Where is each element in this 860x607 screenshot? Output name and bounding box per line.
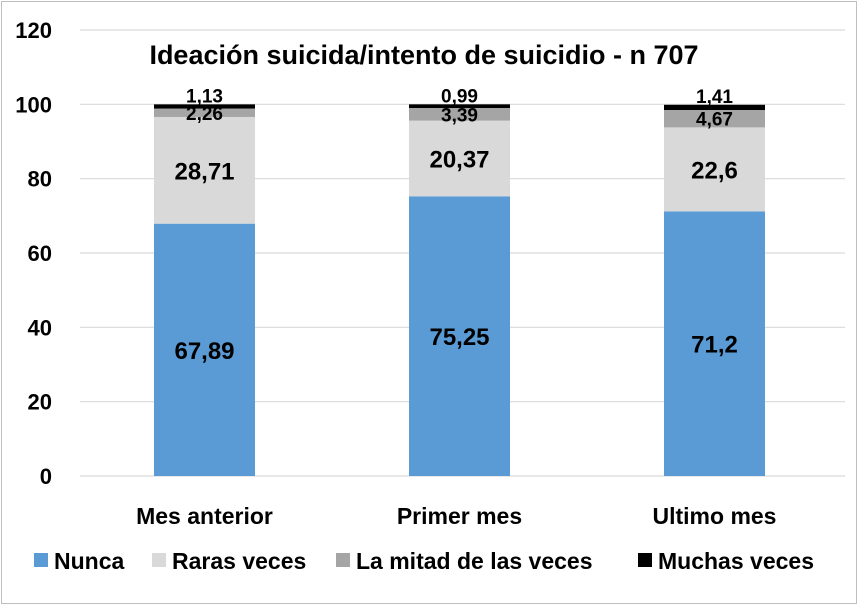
data-label: 71,2 <box>691 332 738 359</box>
data-label: 1,13 <box>186 86 223 107</box>
y-tick-label: 60 <box>28 241 52 266</box>
x-axis-categories: Mes anterior Primer mes Ultimo mes <box>136 503 776 529</box>
legend-label: Nunca <box>54 548 125 574</box>
data-label: 28,71 <box>174 158 234 185</box>
legend-label: Raras veces <box>172 548 306 574</box>
data-label: 4,67 <box>696 110 733 131</box>
legend-swatch <box>34 553 48 567</box>
x-category-label: Ultimo mes <box>653 503 777 529</box>
y-tick-label: 0 <box>40 464 52 489</box>
legend: Nunca Raras veces La mitad de las veces Muc… <box>34 548 814 574</box>
data-label: 3,39 <box>441 105 478 126</box>
x-category-label: Mes anterior <box>136 503 273 529</box>
bar-segment <box>664 211 765 476</box>
y-tick-label: 120 <box>15 18 52 43</box>
data-label: 75,25 <box>429 324 489 351</box>
bar-segment <box>409 108 510 121</box>
y-tick-label: 100 <box>15 92 52 117</box>
data-label: 1,41 <box>696 87 733 108</box>
data-label: 2,26 <box>186 104 223 125</box>
legend-swatch <box>336 553 350 567</box>
bar-segment <box>664 104 765 111</box>
bar-segment <box>409 120 510 197</box>
bar-segment <box>154 108 255 117</box>
bar-segment <box>409 104 510 109</box>
bars <box>154 104 765 476</box>
data-label: 0,99 <box>441 86 478 107</box>
legend-swatch <box>638 553 652 567</box>
bar-segment <box>154 116 255 224</box>
bar-segment <box>664 127 765 212</box>
data-labels: 67,89 28,71 2,261,13 75,25 20,37 3,390,99 71,2… <box>174 86 737 365</box>
bar-segment <box>409 196 510 476</box>
y-tick-label: 40 <box>28 315 52 340</box>
data-label: 67,89 <box>174 338 234 365</box>
chart-title: Ideación suicida/intento de suicidio - n… <box>149 40 698 70</box>
y-axis-ticks: 0 20 40 60 80 100 120 <box>15 18 52 489</box>
data-label: 22,6 <box>691 157 738 184</box>
y-tick-label: 20 <box>28 390 52 415</box>
legend-swatch <box>152 553 166 567</box>
bar-segment <box>154 104 255 109</box>
bar-segment <box>664 110 765 128</box>
bar-segment <box>154 223 255 476</box>
data-label: 20,37 <box>429 146 489 173</box>
legend-label: La mitad de las veces <box>356 548 593 574</box>
y-tick-label: 80 <box>28 167 52 192</box>
legend-label: Muchas veces <box>658 548 814 574</box>
x-category-label: Primer mes <box>397 503 522 529</box>
